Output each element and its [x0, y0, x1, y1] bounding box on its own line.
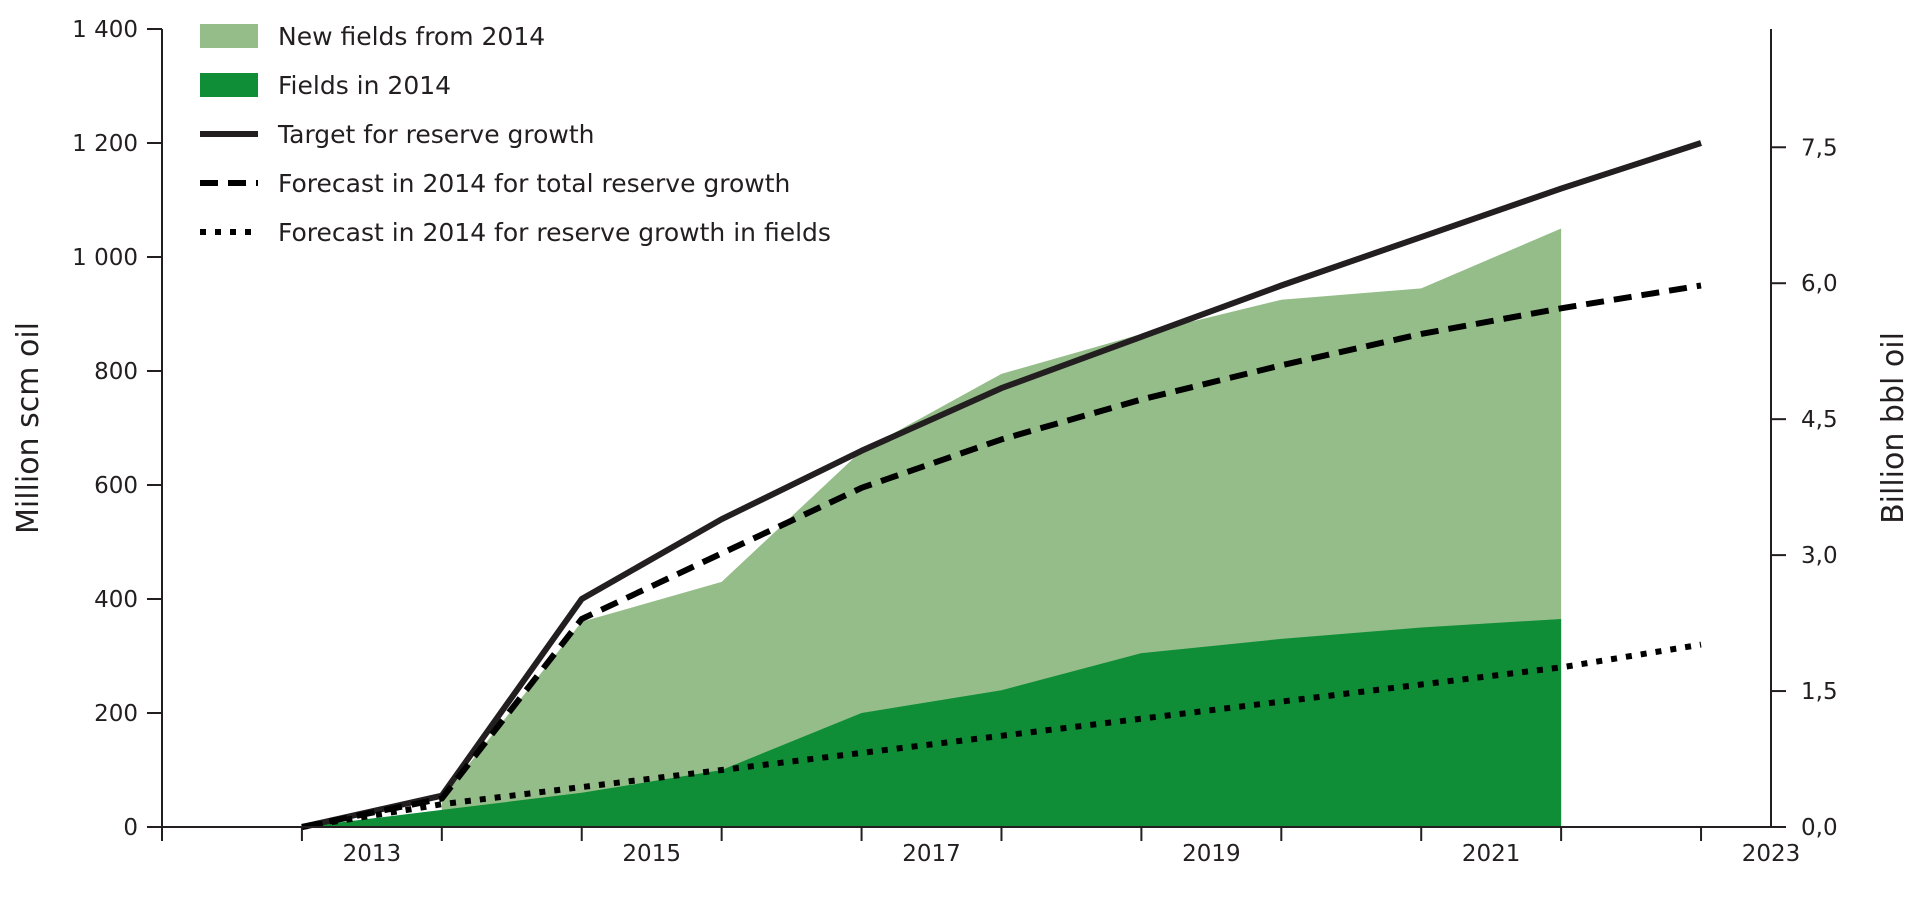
y2-tick-label: 7,5: [1801, 135, 1838, 161]
y-tick-label: 0: [123, 815, 138, 841]
legend-item: Forecast in 2014 for total reserve growt…: [200, 169, 790, 198]
y2-tick-label: 6,0: [1801, 271, 1838, 297]
y-tick-label: 800: [94, 359, 138, 385]
y-tick-label: 600: [94, 473, 138, 499]
legend-label: Target for reserve growth: [277, 120, 595, 149]
y2-tick-label: 1,5: [1801, 679, 1838, 705]
y-axis-title: Million scm oil: [11, 322, 46, 534]
legend-item: Forecast in 2014 for reserve growth in f…: [200, 218, 831, 247]
x-tick-label: 2013: [343, 841, 402, 867]
series-line-dashed: [301, 282, 1702, 830]
legend-item: Target for reserve growth: [200, 120, 595, 149]
chart-lines: [301, 140, 1702, 830]
legend: New fields from 2014 Fields in 2014 Target…: [200, 22, 831, 247]
x-tick-label: 2023: [1742, 841, 1801, 867]
y-tick-label: 1 400: [72, 17, 138, 43]
y-tick-label: 200: [94, 701, 138, 727]
legend-swatch: [200, 24, 258, 48]
chart-areas: [301, 228, 1562, 827]
legend-label: New fields from 2014: [278, 22, 545, 51]
y-tick-label: 1 000: [72, 245, 138, 271]
legend-label: Forecast in 2014 for reserve growth in f…: [278, 218, 831, 247]
x-tick-label: 2019: [1182, 841, 1241, 867]
chart-axes: 0 200 400 600 800 1 000 1 200 1 400 0,0 1,5 3,0 4,5…: [11, 17, 1911, 867]
x-tick-label: 2017: [902, 841, 961, 867]
legend-label: Fields in 2014: [278, 71, 451, 100]
x-tick-label: 2015: [622, 841, 681, 867]
legend-item: New fields from 2014: [200, 22, 545, 51]
y2-axis-title: Billion bbl oil: [1876, 332, 1911, 524]
y-tick-label: 1 200: [72, 131, 138, 157]
y2-tick-label: 3,0: [1801, 543, 1838, 569]
legend-item: Fields in 2014: [200, 71, 451, 100]
series-line-solid: [301, 140, 1702, 830]
y2-tick-label: 4,5: [1801, 407, 1838, 433]
series-line-dotted: [301, 641, 1702, 830]
area-existing-fields: [301, 618, 1562, 827]
legend-label: Forecast in 2014 for total reserve growt…: [278, 169, 790, 198]
y-tick-label: 400: [94, 587, 138, 613]
legend-swatch: [200, 73, 258, 97]
x-tick-label: 2021: [1462, 841, 1521, 867]
y2-tick-label: 0,0: [1801, 815, 1838, 841]
